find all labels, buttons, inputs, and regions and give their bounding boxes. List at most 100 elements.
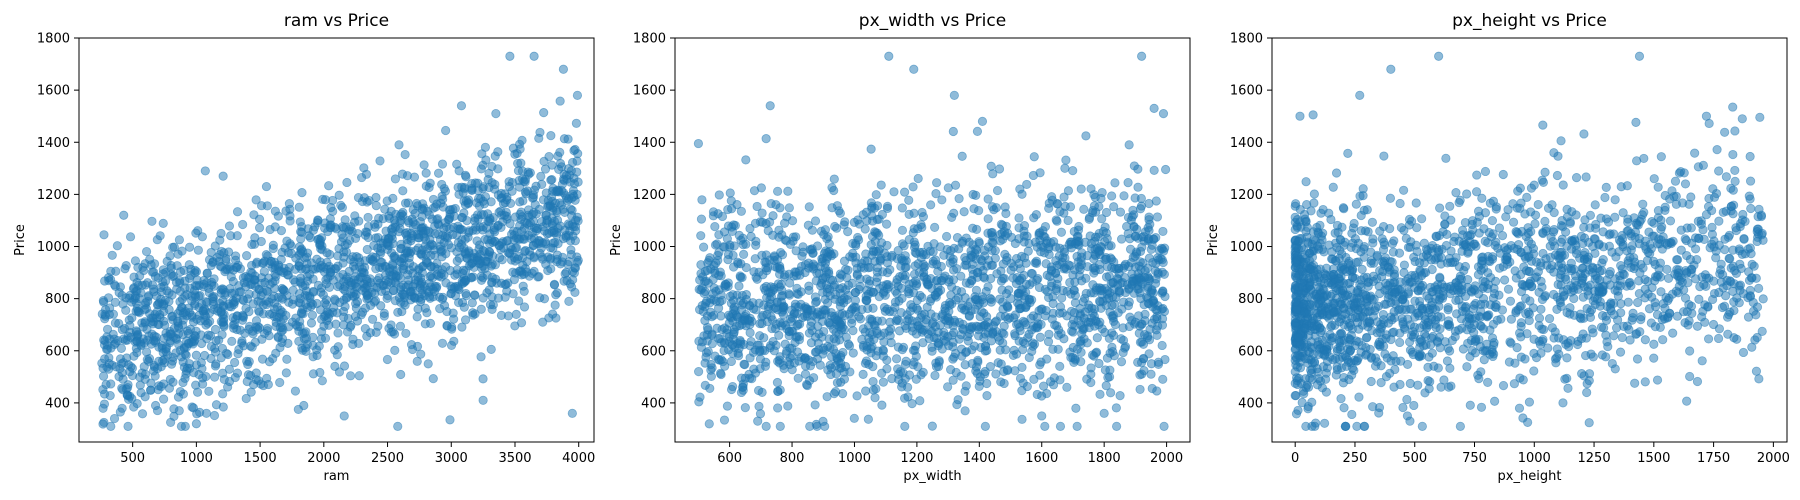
scatter-point [749, 186, 760, 196]
scatter-point [271, 348, 281, 358]
scatter-point [478, 261, 488, 271]
scatter-point [992, 185, 1003, 196]
scatter-point [1124, 140, 1134, 150]
scatter-point [339, 247, 349, 257]
scatter-point [1042, 286, 1053, 297]
scatter-point [983, 194, 993, 204]
scatter-point [218, 296, 228, 306]
scatter-point [395, 223, 405, 234]
scatter-point [911, 248, 921, 258]
scatter-point [866, 348, 876, 358]
scatter-point [915, 324, 925, 334]
scatter-point [1115, 391, 1125, 401]
scatter-point [390, 345, 400, 355]
scatter-point [996, 219, 1006, 229]
scatter-point [1023, 246, 1033, 256]
scatter-point [1115, 207, 1126, 217]
scatter-point [871, 190, 881, 200]
scatter-point [333, 261, 343, 271]
scatter-point [774, 330, 784, 340]
scatter-point [380, 270, 391, 281]
scatter-point [573, 255, 583, 266]
scatter-point [563, 259, 573, 270]
scatter-point [704, 419, 714, 429]
scatter-point [961, 381, 971, 391]
scatter-point [501, 279, 511, 290]
scatter-point [1133, 182, 1143, 192]
scatter-point [522, 218, 532, 229]
scatter-point [121, 305, 131, 315]
scatter-point [1356, 226, 1366, 236]
scatter-point [897, 239, 908, 249]
scatter-point [1529, 366, 1539, 376]
scatter-point [345, 371, 356, 381]
scatter-point [1026, 268, 1036, 279]
scatter-point [831, 387, 841, 397]
scatter-point [1465, 352, 1475, 362]
scatter-point [437, 252, 447, 262]
scatter-point [192, 387, 203, 397]
scatter-point [862, 341, 872, 351]
y-tick-label: 1400 [633, 136, 666, 151]
scatter-point [877, 209, 887, 220]
scatter-point [497, 255, 507, 265]
scatter-point [210, 324, 221, 335]
scatter-point [913, 173, 923, 184]
scatter-point [204, 386, 214, 396]
scatter-point [1055, 375, 1065, 385]
scatter-point [539, 108, 549, 118]
scatter-point [330, 345, 340, 355]
scatter-point [520, 231, 530, 241]
scatter-point [859, 263, 869, 273]
scatter-point [1445, 201, 1455, 211]
scatter-point [837, 283, 848, 293]
scatter-point [949, 327, 959, 338]
scatter-point [986, 161, 996, 171]
scatter-point [1362, 333, 1372, 343]
y-tick-label: 1000 [37, 240, 70, 255]
scatter-point [301, 299, 311, 310]
x-tick-label: 1400 [963, 451, 996, 466]
scatter-point [726, 384, 737, 395]
scatter-point [544, 151, 554, 162]
scatter-point [908, 345, 919, 355]
scatter-point [773, 186, 783, 196]
scatter-point [1730, 126, 1740, 136]
scatter-point [505, 51, 515, 61]
scatter-point [527, 209, 537, 220]
scatter-point [478, 160, 488, 170]
scatter-point [885, 317, 895, 327]
scatter-point [707, 330, 717, 340]
scatter-point [210, 343, 220, 354]
scatter-point [519, 302, 530, 312]
scatter-point [743, 315, 753, 325]
scatter-point [751, 240, 761, 250]
scatter-point [483, 209, 493, 219]
scatter-point [417, 212, 427, 222]
scatter-point [872, 272, 882, 283]
scatter-point [516, 207, 526, 217]
scatter-point [1029, 152, 1039, 162]
scatter-point [312, 254, 322, 264]
scatter-point [230, 296, 240, 307]
scatter-point [421, 258, 432, 268]
scatter-point [1070, 239, 1080, 249]
scatter-point [1636, 312, 1646, 322]
scatter-point [1521, 293, 1531, 303]
scatter-point [1417, 214, 1427, 224]
scatter-point [230, 357, 240, 368]
scatter-point [915, 396, 925, 406]
y-tick-label: 1600 [37, 84, 70, 99]
scatter-point [460, 315, 471, 325]
scatter-point [972, 268, 982, 278]
scatter-point [192, 275, 202, 285]
scatter-point [866, 198, 876, 208]
y-tick-label: 1400 [37, 136, 70, 151]
scatter-point [453, 282, 463, 292]
scatter-point [1690, 148, 1700, 158]
scatter-point [205, 316, 215, 326]
scatter-point [250, 337, 260, 347]
scatter-point [1006, 265, 1016, 275]
scatter-point [224, 221, 235, 231]
scatter-point [262, 286, 272, 296]
